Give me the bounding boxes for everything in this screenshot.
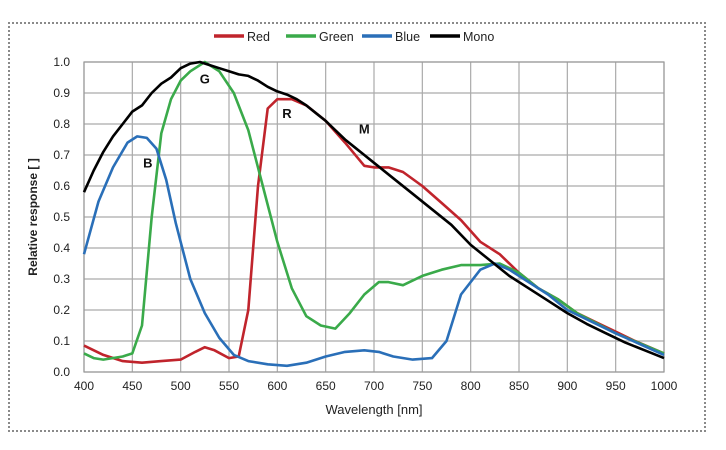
x-tick-label: 550 <box>219 379 239 393</box>
curve-labels: R G B M <box>143 72 370 171</box>
x-tick-label: 750 <box>412 379 432 393</box>
series-lines <box>82 60 665 368</box>
curve-label-green: G <box>200 72 210 87</box>
y-tick-label: 0.3 <box>53 272 70 286</box>
y-tick-label: 0.7 <box>53 148 70 162</box>
legend: Red Green Blue Mono <box>214 30 494 44</box>
x-axis-label: Wavelength [nm] <box>325 402 422 417</box>
x-tick-label: 600 <box>267 379 287 393</box>
y-tick-label: 1.0 <box>53 55 70 69</box>
legend-label-mono: Mono <box>463 30 494 44</box>
y-tick-label: 0.4 <box>53 241 70 255</box>
y-tick-label: 0.9 <box>53 86 70 100</box>
x-tick-label: 450 <box>122 379 142 393</box>
x-tick-label: 800 <box>461 379 481 393</box>
legend-label-green: Green <box>319 30 354 44</box>
x-tick-label: 700 <box>364 379 384 393</box>
y-tick-label: 0.0 <box>53 365 70 379</box>
x-tick-label: 400 <box>74 379 94 393</box>
curve-label-mono: M <box>359 121 370 136</box>
tick-labels: 400 450 500 550 600 650 700 750 800 850 900 950 1000… <box>53 55 677 393</box>
series-line-green <box>83 60 665 361</box>
x-tick-label: 850 <box>509 379 529 393</box>
series-line-blue <box>82 135 665 368</box>
y-tick-label: 0.2 <box>53 303 70 317</box>
y-tick-label: 0.6 <box>53 179 70 193</box>
y-tick-label: 0.8 <box>53 117 70 131</box>
grid <box>83 61 665 373</box>
plot-area <box>83 61 665 373</box>
legend-label-blue: Blue <box>395 30 420 44</box>
x-tick-label: 500 <box>171 379 191 393</box>
curve-label-red: R <box>282 106 292 121</box>
legend-label-red: Red <box>247 30 270 44</box>
x-tick-label: 650 <box>316 379 336 393</box>
x-tick-label: 1000 <box>651 379 678 393</box>
chart-frame <box>8 22 706 432</box>
curve-label-blue: B <box>143 155 152 170</box>
series-line-mono <box>82 60 665 360</box>
x-tick-label: 950 <box>606 379 626 393</box>
y-tick-label: 0.5 <box>53 210 70 224</box>
x-tick-label: 900 <box>557 379 577 393</box>
y-tick-label: 0.1 <box>53 334 70 348</box>
y-axis-label: Relative response [ ] <box>26 158 40 275</box>
